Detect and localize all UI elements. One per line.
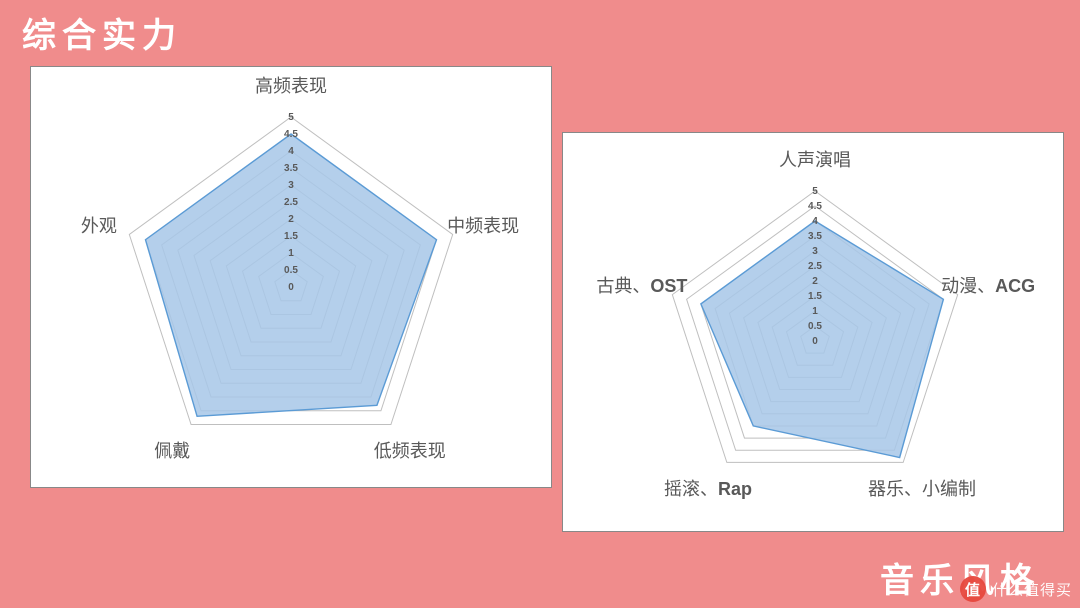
tick-label: 3.5: [808, 231, 822, 242]
tick-label: 0: [812, 336, 818, 347]
watermark: 值什么值得买: [960, 576, 1072, 602]
tick-label: 0: [288, 282, 294, 293]
tick-label: 3: [812, 246, 818, 257]
tick-label: 4: [812, 216, 818, 227]
tick-label: 1.5: [808, 291, 822, 302]
axis-label: 低频表现: [374, 437, 446, 463]
title-left: 综合实力: [22, 8, 182, 57]
axis-label: 高频表现: [255, 72, 327, 98]
tick-label: 0.5: [284, 265, 298, 276]
axis-label: 佩戴: [154, 437, 190, 463]
axis-label: 外观: [81, 212, 117, 238]
tick-label: 4: [288, 146, 294, 157]
tick-label: 4.5: [808, 201, 822, 212]
radar-svg-chart_right: 0 0.5 1 1.5 2 2.5 3 3.5 4 4.5 5: [563, 133, 1063, 531]
tick-label: 3.5: [284, 163, 298, 174]
watermark-text: 什么值得买: [992, 579, 1072, 600]
tick-label: 5: [812, 186, 818, 197]
axis-label: 器乐、小编制: [868, 475, 976, 501]
tick-label: 3: [288, 180, 294, 191]
axis-label: 古典、OST: [596, 272, 687, 298]
radar-chart-chart_left: 0 0.5 1 1.5 2 2.5 3 3.5 4 4.5 5 高频表现中频表现低频表现 佩戴 外观: [30, 66, 552, 488]
page-canvas: 综合实力音乐风格00.511.522.533.544.55高频表现中频表现低频表…: [0, 0, 1080, 608]
tick-label: 2: [288, 214, 294, 225]
axis-label: 摇滚、Rap: [664, 475, 752, 501]
tick-label: 1: [288, 248, 294, 259]
axis-label: 人声演唱: [779, 146, 851, 172]
data-polygon: [701, 221, 944, 457]
axis-label: 中频表现: [447, 212, 519, 238]
tick-label: 2: [812, 276, 818, 287]
tick-label: 2.5: [808, 261, 822, 272]
watermark-badge-icon: 值: [960, 576, 986, 602]
axis-label: 动漫、ACG: [941, 272, 1035, 298]
tick-label: 5: [288, 112, 294, 123]
tick-label: 2.5: [284, 197, 298, 208]
radar-chart-chart_right: 0 0.5 1 1.5 2 2.5 3 3.5 4 4.5 5 人声演唱动漫、ACG 器乐、小编制 摇滚、…: [562, 132, 1064, 532]
tick-label: 1: [812, 306, 818, 317]
tick-label: 1.5: [284, 231, 298, 242]
tick-label: 0.5: [808, 321, 822, 332]
radar-svg-chart_left: 0 0.5 1 1.5 2 2.5 3 3.5 4 4.5 5: [31, 67, 551, 487]
tick-label: 4.5: [284, 129, 298, 140]
